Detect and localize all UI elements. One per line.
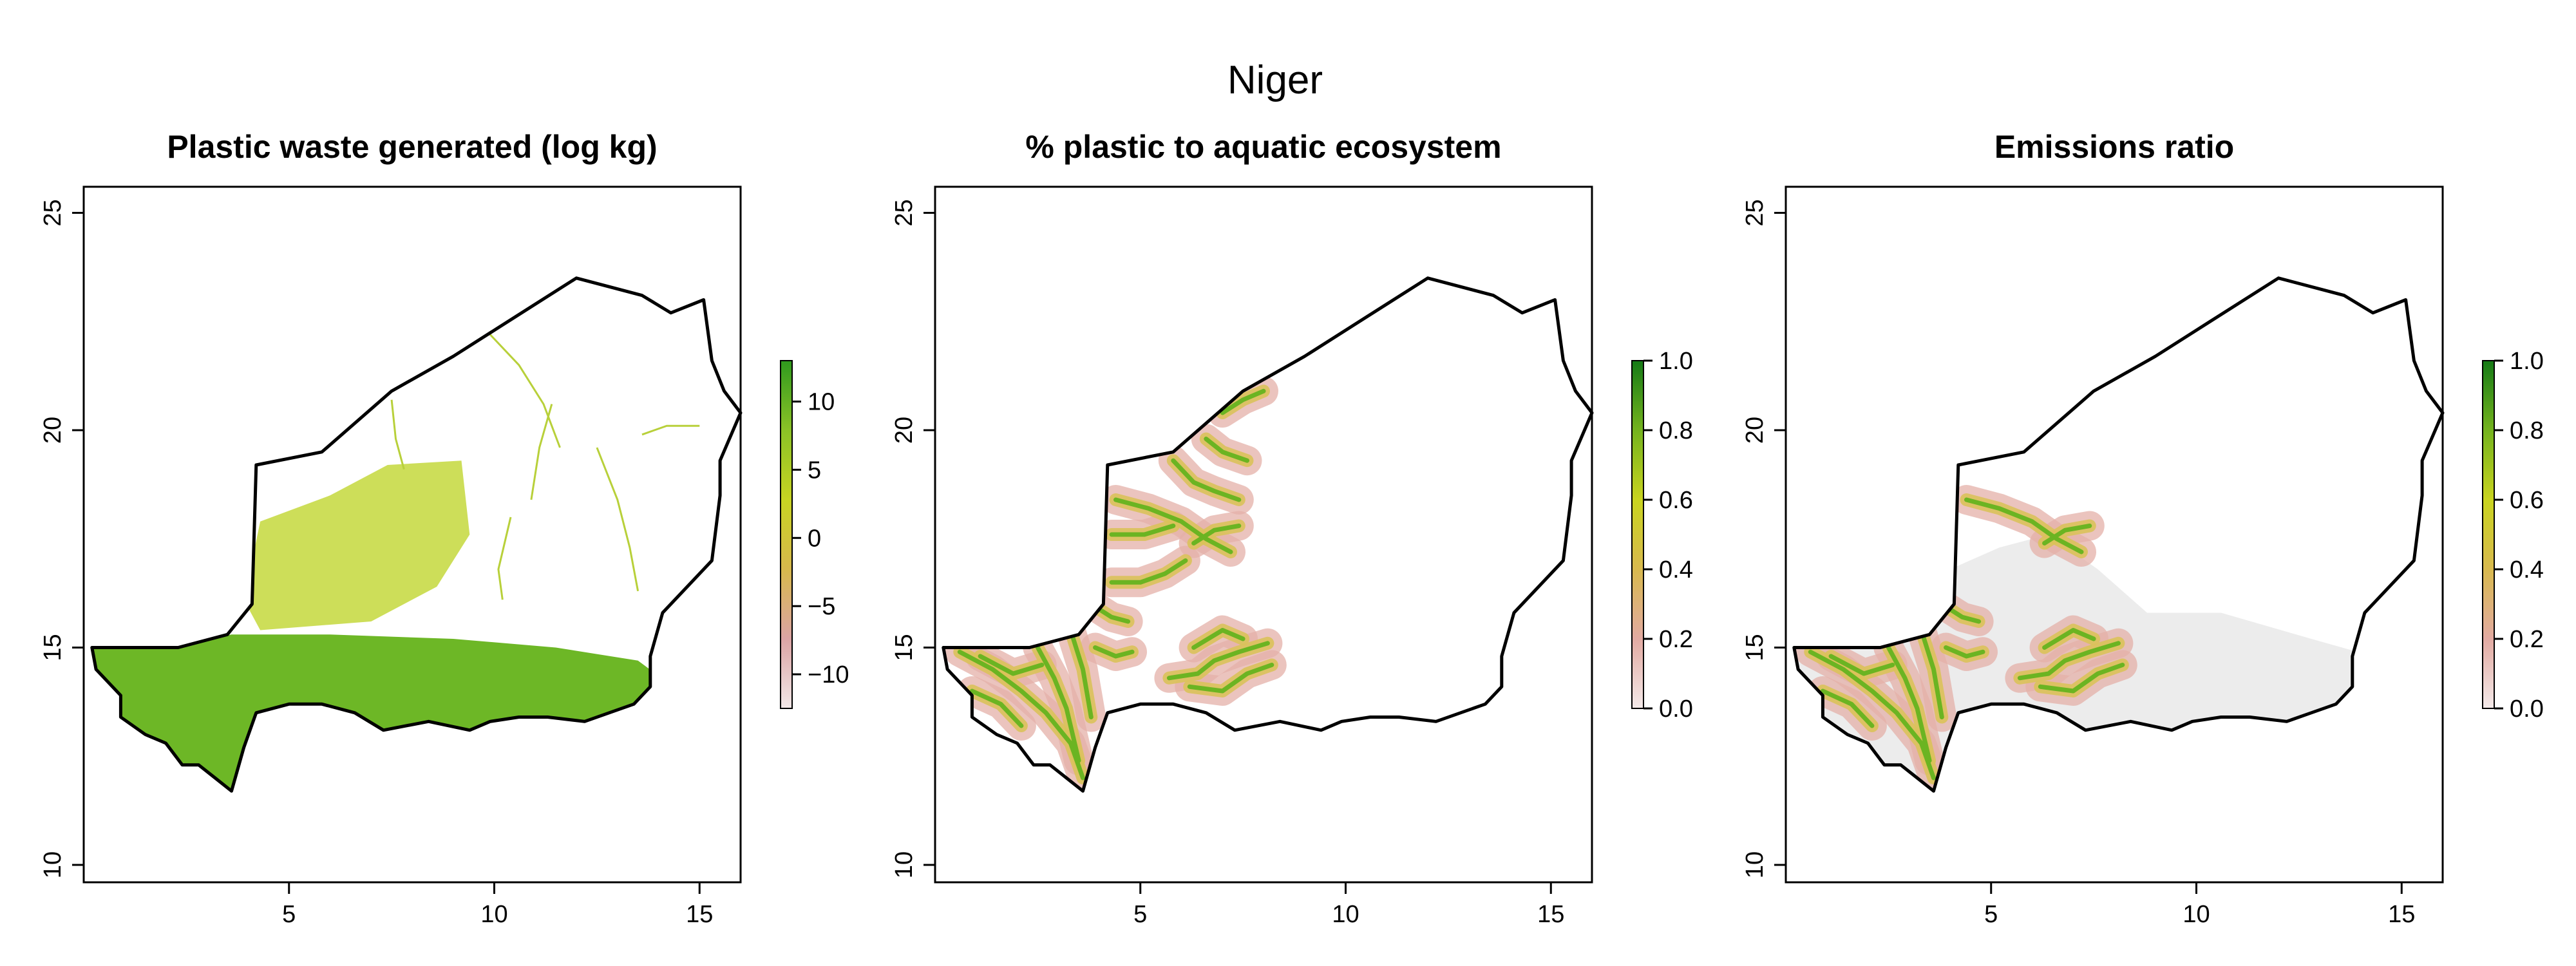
panel-title: % plastic to aquatic ecosystem — [1025, 129, 1501, 165]
x-tick-label: 5 — [1984, 901, 1998, 928]
y-tick-label: 15 — [39, 634, 66, 661]
x-tick-label: 15 — [686, 901, 713, 928]
river-branch — [978, 654, 1045, 676]
country-border — [1792, 276, 2445, 793]
river-branch — [1093, 645, 1135, 659]
x-tick-label: 10 — [1332, 901, 1359, 928]
legend-tick-label: 0.6 — [1659, 487, 1693, 514]
y-tick-label: 25 — [1741, 199, 1768, 226]
x-tick-label: 15 — [1537, 901, 1564, 928]
y-tick-label: 25 — [891, 199, 918, 226]
y-tick-label: 10 — [1741, 851, 1768, 878]
map-panel-2: % plastic to aquatic ecosystem 5 10 15 10 15 2… — [891, 129, 1693, 928]
river-branch — [1035, 645, 1081, 763]
river-branch — [1109, 558, 1188, 585]
x-tick-label: 15 — [2388, 901, 2415, 928]
legend-tick-label: 0.0 — [1659, 696, 1693, 723]
x-tick-label: 10 — [480, 901, 507, 928]
legend-colorbar-log-waste — [780, 360, 793, 709]
x-tick-label: 10 — [2183, 901, 2210, 928]
linear-feature — [489, 334, 561, 448]
river-branch — [2038, 663, 2125, 694]
north-waste-zone — [243, 460, 470, 630]
y-tick-label: 20 — [39, 417, 66, 444]
panel-title: Plastic waste generated (log kg) — [167, 129, 657, 165]
legend-tick-label: 0.0 — [2510, 696, 2544, 723]
river-branch — [2042, 524, 2092, 545]
river-branch — [1964, 497, 2084, 554]
country-border — [942, 276, 1594, 793]
y-tick-label: 10 — [891, 851, 918, 878]
river-branch — [957, 649, 1085, 781]
country-border — [90, 276, 743, 793]
y-tick-label: 20 — [891, 417, 918, 444]
legend-tick-label: 0.6 — [2510, 487, 2544, 514]
raster-layer — [943, 278, 1592, 791]
legend-tick-label: 0.2 — [2510, 626, 2544, 653]
y-tick-label: 15 — [1741, 634, 1768, 661]
legend-tick-label: 1.0 — [2510, 348, 2544, 375]
y-tick-label: 10 — [39, 851, 66, 878]
river-branch — [1171, 458, 1242, 502]
map-panel-1: Plastic waste generated (log kg) 5 10 15 10 1… — [39, 129, 849, 928]
legend-tick-label: 10 — [808, 389, 835, 416]
legend-tick-label: 0.8 — [1659, 417, 1693, 444]
river-branch — [1886, 645, 1932, 763]
raster-layer — [91, 278, 741, 791]
river-branch — [1113, 497, 1233, 554]
map-panel-3: Emissions ratio 5 10 15 10 15 20 25 1.0 0.8 0.6 0.4… — [1741, 129, 2544, 928]
river-branch — [1191, 628, 1245, 650]
linear-feature — [390, 399, 405, 470]
river-branch — [969, 688, 1024, 728]
plot-frame — [82, 185, 742, 884]
river-branch — [2042, 628, 2096, 650]
river-branch — [1068, 628, 1094, 719]
legend-tick-label: 0 — [808, 525, 821, 552]
legend-tick-label: 0.8 — [2510, 417, 2544, 444]
y-tick-label: 25 — [39, 199, 66, 226]
linear-feature — [641, 424, 700, 436]
figure-title: Niger — [1227, 58, 1323, 102]
river-branch — [1808, 649, 1936, 781]
river-branch — [1820, 688, 1875, 728]
river-branch — [1828, 654, 1895, 676]
legend-tick-label: 1.0 — [1659, 348, 1693, 375]
legend-tick-label: −5 — [808, 593, 835, 620]
river-branch — [1220, 388, 1266, 415]
legend-tick-label: 0.2 — [1659, 626, 1693, 653]
x-tick-label: 5 — [282, 901, 296, 928]
legend-tick-label: 0.4 — [1659, 556, 1693, 583]
river-branch — [1204, 437, 1249, 463]
river-branch — [1191, 524, 1242, 545]
river-branch — [1109, 524, 1176, 537]
river-branch — [2017, 641, 2121, 681]
legend-colorbar-emissions-ratio — [2482, 360, 2495, 709]
y-tick-label: 15 — [891, 634, 918, 661]
river-branch — [1918, 628, 1944, 719]
linear-feature — [530, 404, 553, 500]
plot-frame — [934, 185, 1593, 884]
river-branch — [1166, 641, 1270, 681]
x-tick-label: 5 — [1133, 901, 1147, 928]
y-tick-label: 20 — [1741, 417, 1768, 444]
river-branch — [1187, 663, 1274, 694]
linear-feature — [497, 516, 512, 600]
river-branch — [1944, 645, 1985, 659]
linear-feature — [596, 447, 639, 592]
raster-layer — [1794, 278, 2443, 791]
legend-tick-label: 5 — [808, 457, 821, 484]
legend-colorbar-aquatic-fraction — [1631, 360, 1644, 709]
plot-frame — [1785, 185, 2444, 884]
legend-tick-label: 0.4 — [2510, 556, 2544, 583]
panel-title: Emissions ratio — [1994, 129, 2234, 165]
legend-tick-label: −10 — [808, 661, 849, 688]
